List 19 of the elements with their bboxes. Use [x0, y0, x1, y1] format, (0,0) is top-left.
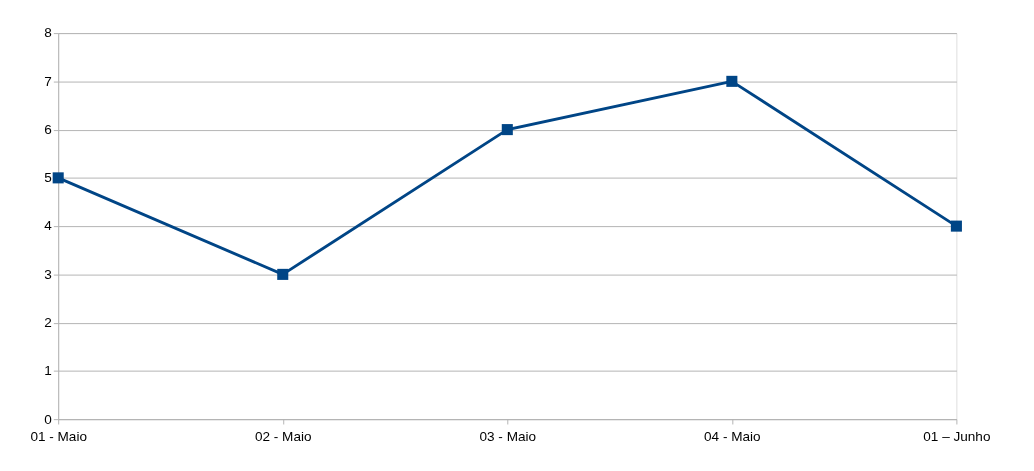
- y-tick-label: 3: [44, 266, 52, 282]
- y-tick-label: 8: [44, 25, 52, 41]
- x-tick-label: 04 - Maio: [704, 428, 761, 444]
- y-tick-label: 4: [44, 218, 53, 234]
- x-tick-label: 01 - Maio: [30, 428, 87, 444]
- point: [950, 220, 962, 232]
- x-tick-label: 02 - Maio: [254, 428, 312, 444]
- y-tick-label: 1: [44, 363, 52, 379]
- point: [277, 268, 289, 280]
- y-tick-label: 6: [44, 121, 52, 137]
- y-tick-label: 7: [44, 73, 52, 89]
- x-tick-label: 01 – Junho: [923, 428, 991, 444]
- x-tick-label: 03 - Maio: [479, 428, 537, 444]
- y-tick-label: 0: [44, 411, 53, 427]
- point: [52, 172, 64, 184]
- point: [726, 75, 738, 87]
- point: [501, 124, 513, 136]
- y-tick-label: 5: [44, 170, 52, 186]
- y-tick-label: 2: [44, 315, 52, 330]
